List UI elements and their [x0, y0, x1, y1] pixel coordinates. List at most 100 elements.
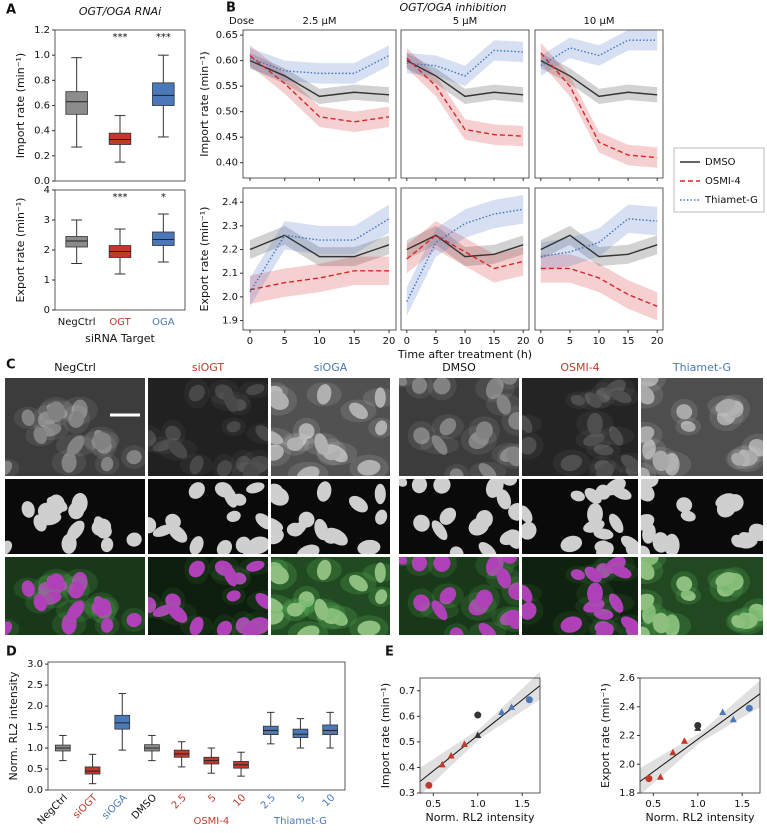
nucleus — [399, 378, 408, 386]
nucleus — [374, 483, 386, 505]
y-tick-label: 1 — [44, 275, 50, 286]
x-tick-label: 1.5 — [514, 799, 530, 810]
x-tick-label: OGA — [152, 317, 175, 328]
x-tick-label: OGT — [109, 317, 131, 328]
x-tick-label: 1.0 — [470, 799, 486, 810]
series-line — [540, 52, 658, 159]
x-tick-label: 2.5 — [170, 792, 189, 811]
y-tick-label: 0.55 — [216, 81, 238, 92]
nucleus — [5, 460, 13, 476]
nucleus — [5, 540, 13, 554]
column-label: OSMI-4 — [560, 361, 599, 374]
nucleus — [21, 580, 35, 597]
micrograph — [271, 479, 390, 554]
x-tick-label: 10 — [313, 336, 326, 347]
nucleus — [246, 560, 265, 572]
y-tick-label: 1.5 — [27, 722, 43, 733]
box — [65, 236, 88, 248]
nucleus — [255, 425, 268, 442]
nucleus — [501, 479, 518, 486]
nucleus — [21, 409, 35, 427]
y-tick-label: 2.0 — [619, 759, 635, 770]
nucleus — [587, 412, 603, 435]
x-axis-label: siRNA Target — [85, 332, 155, 345]
nucleus — [47, 573, 65, 595]
nucleus — [439, 507, 457, 525]
nucleus — [715, 493, 736, 508]
plot-frame — [400, 187, 530, 331]
nucleus — [475, 589, 493, 608]
y-tick-label: 0.2 — [34, 151, 50, 162]
nucleus — [478, 622, 497, 635]
nucleus — [676, 404, 693, 420]
x-tick-label: 1.0 — [690, 799, 706, 810]
nucleus — [449, 627, 464, 635]
nucleus — [246, 482, 265, 494]
x-tick-label: 20 — [517, 336, 530, 347]
nucleus — [522, 584, 533, 603]
nucleus — [522, 602, 537, 620]
nucleus — [449, 546, 464, 554]
x-tick-label: 15 — [348, 336, 361, 347]
nucleus — [439, 418, 457, 436]
nucleus — [271, 608, 284, 625]
column-label: NegCtrl — [54, 361, 96, 374]
y-tick-label: 1.9 — [222, 316, 238, 327]
y-axis-label: Export rate (min⁻¹) — [14, 198, 27, 303]
column-label: siOGA — [314, 361, 348, 374]
nucleus — [641, 426, 655, 443]
box — [108, 132, 132, 145]
y-tick-label: 0.4 — [399, 762, 415, 773]
nucleus — [584, 566, 602, 583]
trend-line — [639, 693, 761, 782]
y-tick-label: 0.45 — [216, 132, 238, 143]
series-line — [540, 267, 658, 307]
nucleus — [506, 609, 519, 630]
micrograph — [271, 557, 390, 635]
nucleus — [593, 528, 614, 540]
nucleus — [522, 415, 533, 433]
y-tick-label: 0.6 — [399, 711, 415, 722]
legend-label: Thiamet-G — [704, 195, 758, 206]
nucleus — [223, 486, 238, 508]
nucleus — [271, 430, 284, 445]
x-tick-label: 0.5 — [425, 799, 441, 810]
nucleus — [608, 593, 624, 613]
nucleus — [485, 378, 504, 400]
micrograph — [399, 479, 519, 554]
x-tick-label: 1.5 — [734, 799, 750, 810]
nucleus — [66, 600, 85, 621]
nucleus — [243, 463, 260, 476]
y-tick-label: 1.2 — [34, 25, 50, 36]
y-tick-label: 0.0 — [34, 176, 50, 187]
nucleus — [399, 557, 408, 565]
y-tick-label: 2.0 — [27, 701, 43, 712]
confidence-band — [406, 40, 524, 87]
nucleus — [100, 537, 114, 553]
nucleus — [271, 444, 284, 461]
nucleus — [91, 432, 112, 450]
nucleus — [348, 495, 368, 513]
x-tick-label: NegCtrl — [36, 792, 70, 826]
legend-label: OSMI-4 — [705, 176, 741, 187]
micrograph — [399, 557, 519, 635]
nucleus — [496, 567, 512, 589]
point — [425, 781, 433, 789]
point — [719, 708, 727, 715]
y-tick-label: 0.3 — [399, 788, 415, 799]
nucleus — [314, 598, 329, 621]
nucleus — [165, 425, 181, 441]
confidence-band — [249, 256, 390, 304]
y-tick-label: 0 — [44, 305, 50, 316]
significance: *** — [113, 192, 128, 203]
series-line — [540, 234, 658, 258]
nucleus — [620, 616, 638, 634]
nucleus — [91, 598, 112, 616]
y-tick-label: 3 — [44, 215, 50, 226]
nucleus — [286, 522, 304, 537]
series-line — [540, 60, 658, 98]
micrograph — [522, 378, 638, 476]
nucleus — [68, 501, 85, 520]
x-tick-label: siOGT — [71, 792, 100, 821]
nucleus — [593, 444, 614, 456]
